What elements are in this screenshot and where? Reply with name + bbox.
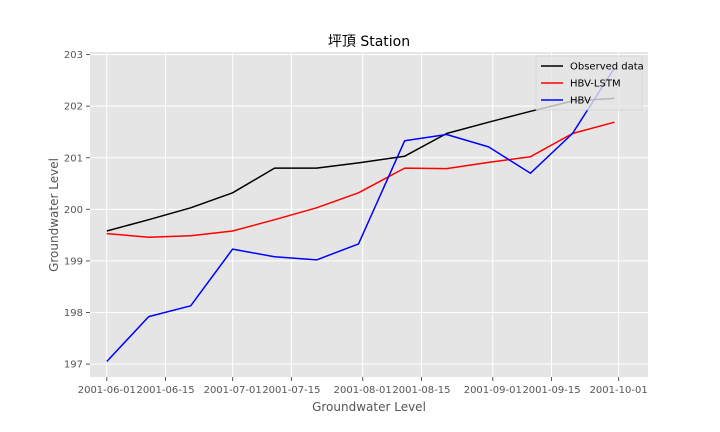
legend: Observed data HBV-LSTM HBV [535,55,644,111]
series-layer [106,67,616,363]
x-tick-label: 2001-07-15 [262,385,320,396]
y-tick-label: 197 [64,360,83,371]
x-tick-label: 2001-08-01 [334,385,392,396]
y-tick-label: 201 [64,153,83,164]
legend-label: Observed data [570,62,644,73]
x-tick-label: 2001-06-01 [78,385,136,396]
series-line-1 [106,121,615,238]
x-tick-label: 2001-10-01 [590,385,648,396]
legend-label: HBV-LSTM [570,79,621,90]
y-axis: 197 198 199 200 201 202 203 [64,50,90,371]
x-axis-label: Groundwater Level [312,400,426,414]
y-tick-label: 202 [64,102,83,113]
series-line-0 [106,97,615,232]
y-tick-label: 203 [64,50,83,61]
y-tick-label: 199 [64,256,83,267]
x-axis: 2001-06-01 2001-06-15 2001-07-01 2001-07-15… [78,377,648,396]
chart-title: 坪頂 Station [328,34,410,50]
x-tick-label: 2001-09-01 [464,385,522,396]
x-tick-label: 2001-06-15 [136,385,194,396]
series-line-2 [106,67,616,363]
y-axis-label: Groundwater Level [47,158,61,272]
x-tick-label: 2001-08-15 [392,385,450,396]
y-tick-label: 198 [64,308,83,319]
x-tick-label: 2001-07-01 [204,385,262,396]
y-tick-label: 200 [64,205,83,216]
x-tick-label: 2001-09-15 [522,385,580,396]
legend-label: HBV [570,96,591,107]
